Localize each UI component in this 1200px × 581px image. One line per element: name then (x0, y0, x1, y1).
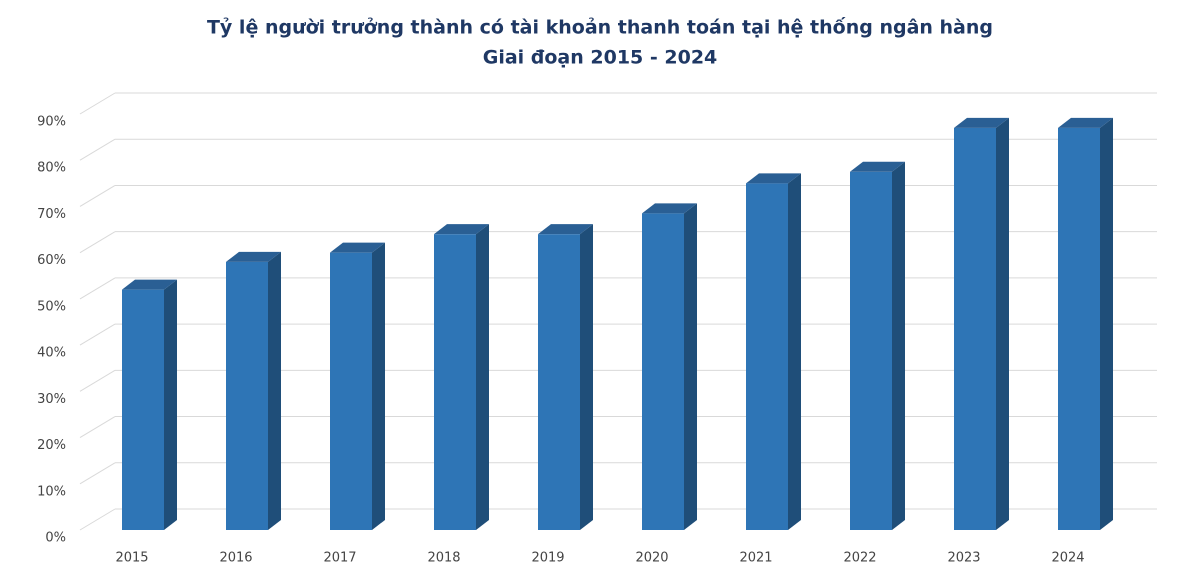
bar-front (122, 289, 164, 530)
bar-top (1058, 117, 1113, 128)
bar-front (538, 234, 580, 530)
grid-line-side (79, 508, 116, 531)
x-tick-label: 2021 (739, 551, 772, 566)
bar-side (372, 242, 385, 530)
x-tick-label: 2017 (323, 551, 356, 566)
grid-line-side (79, 138, 116, 161)
bar-side (268, 251, 281, 530)
bar-front (642, 213, 684, 530)
bar-front (226, 261, 268, 530)
chart-title: Tỷ lệ người trưởng thành có tài khoản th… (207, 16, 993, 39)
x-tick-label: 2020 (635, 551, 668, 566)
y-tick-label: 50% (37, 299, 66, 314)
x-tick-label: 2018 (427, 551, 460, 566)
x-tick-label: 2019 (531, 551, 564, 566)
x-tick-label: 2016 (219, 551, 252, 566)
bar-front (1058, 127, 1100, 530)
bar-side (164, 279, 177, 530)
bar-front (746, 183, 788, 531)
chart-subtitle: Giai đoạn 2015 - 2024 (483, 47, 718, 69)
bar-top (538, 224, 593, 235)
y-tick-label: 10% (37, 484, 66, 499)
bar-side (996, 117, 1009, 530)
grid-line-side (79, 185, 116, 207)
bar-top (850, 161, 905, 172)
bar-top (122, 279, 177, 290)
y-tick-label: 40% (37, 346, 66, 361)
y-tick-label: 70% (37, 207, 66, 222)
x-tick-label: 2022 (843, 551, 876, 566)
grid-line-side (79, 369, 116, 392)
bar-top (642, 203, 697, 214)
grid-line-side (79, 462, 116, 485)
bar-front (330, 252, 372, 530)
bar-top (954, 117, 1009, 128)
bar-top (746, 173, 801, 184)
y-tick-label: 20% (37, 438, 66, 453)
bar-side (580, 224, 593, 530)
bar-side (788, 173, 801, 531)
bar-side (1100, 117, 1113, 530)
x-tick-label: 2015 (115, 551, 148, 566)
grid-line-side (79, 92, 116, 115)
y-tick-label: 30% (37, 392, 66, 407)
x-tick-label: 2023 (947, 551, 980, 566)
grid-line-side (79, 416, 116, 438)
y-tick-label: 0% (45, 531, 66, 546)
bar-side (892, 161, 905, 530)
y-tick-label: 90% (37, 115, 66, 130)
y-tick-label: 60% (37, 253, 66, 268)
bar-top (330, 242, 385, 253)
bar-front (850, 171, 892, 530)
bar-front (434, 234, 476, 530)
bar-front (954, 127, 996, 530)
bar-top (226, 251, 281, 262)
y-tick-label: 80% (37, 161, 66, 176)
x-tick-label: 2024 (1051, 551, 1084, 566)
bar-side (684, 203, 697, 530)
grid-line-side (79, 323, 116, 346)
bar-top (434, 224, 489, 235)
grid-line-side (79, 277, 116, 300)
grid-line-side (79, 231, 116, 254)
bar-side (476, 224, 489, 530)
